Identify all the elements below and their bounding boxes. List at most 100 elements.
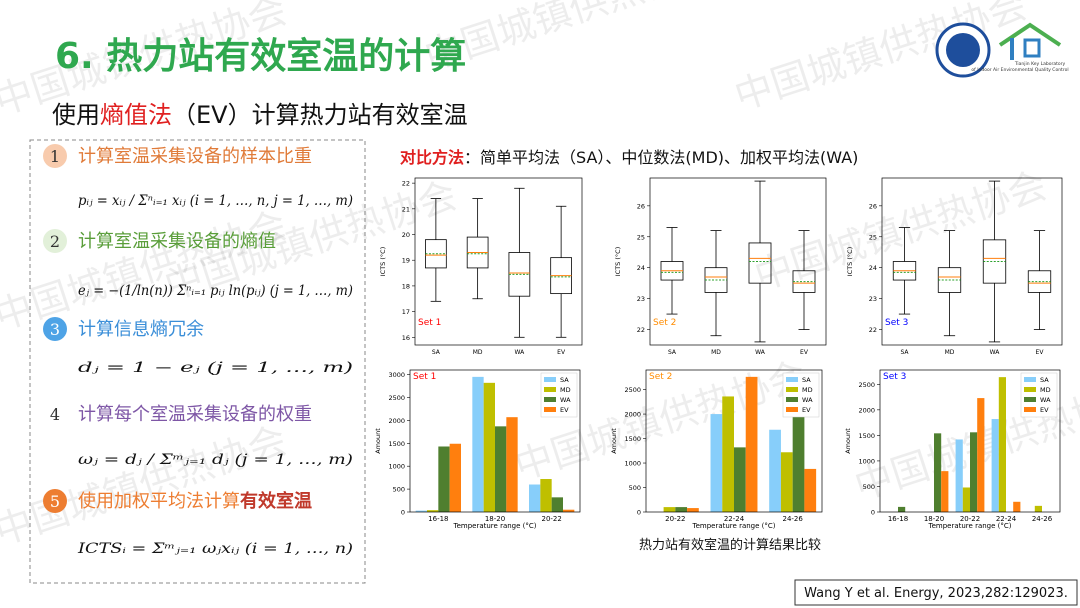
legend-swatch [786,407,798,412]
bar [955,439,963,512]
y-tick-label: 24 [637,264,645,272]
x-tick-label: EV [800,349,809,356]
y-tick-label: 1000 [858,457,875,465]
bar [675,507,688,512]
bar [449,443,461,512]
bar [769,429,781,512]
y-axis-label: Amount [374,428,382,454]
bar [529,484,541,512]
bar [792,409,805,512]
y-tick-label: 2000 [388,417,405,425]
y-tick-label: 25 [869,233,877,241]
x-tick-label: MD [711,349,721,356]
bar [427,510,439,512]
plot-frame [881,177,1063,346]
x-tick-label: WA [990,349,1001,356]
y-tick-label: 1500 [624,435,641,443]
bar [506,417,518,512]
subtitle-highlight: 熵值法 [100,101,172,129]
subtitle-part: （EV）计算热力站有效室温 [172,101,468,129]
x-axis-label: Temperature range (°C) [692,522,776,530]
set-label: Set 3 [885,318,908,328]
x-tick-label: 22-24 [724,515,745,523]
bar [1013,501,1021,512]
y-tick-label: 26 [637,202,645,210]
bar [970,432,978,512]
subtitle: 使用熵值法（EV）计算热力站有效室温 [52,101,468,129]
bar [804,468,817,512]
y-tick-label: 22 [869,326,877,334]
legend-swatch [1024,387,1036,392]
bar [722,396,734,512]
x-tick-label: 22-24 [996,515,1017,523]
y-tick-label: 500 [393,486,405,494]
step-formula: dⱼ = 1 − eⱼ (j = 1, …, m) [78,360,353,376]
legend-label: EV [802,406,811,414]
y-tick-label: 500 [629,484,641,492]
steps-box [29,139,366,584]
y-tick-label: 22 [402,180,410,188]
step-badge [43,402,67,426]
bar [734,447,746,512]
y-tick-label: 2500 [858,381,875,389]
x-tick-label: 20-22 [960,515,980,523]
y-tick-label: 22 [637,326,645,334]
bar [483,382,495,512]
x-tick-label: 18-20 [924,515,944,523]
comparison: 对比方法：简单平均法（SA）、中位数法(MD)、加权平均法(WA) [400,148,858,167]
step-text-part: 计算每个室温采集设备的权重 [78,404,312,425]
y-tick-label: 26 [869,202,877,210]
comparison-label: 对比方法 [400,148,464,167]
citation: Wang Y et al. Energy, 2023,282:129023. [804,586,1068,601]
legend-swatch [544,377,556,382]
step-text: 计算每个室温采集设备的权重 [78,404,312,425]
step-text: 使用加权平均法计算有效室温 [78,490,312,512]
citation-box [794,579,1078,606]
legend-label: SA [802,376,811,384]
step-text-part: 使用加权平均法计算 [78,491,240,512]
legend-swatch [1024,397,1036,402]
legend-label: WA [1040,396,1051,404]
subtitle-part: 使用 [52,101,100,129]
set-label: Set 2 [653,318,676,328]
set-label: Set 3 [883,372,906,382]
caption: 热力站有效室温的计算结果比较 [639,537,821,553]
y-tick-label: 20 [402,231,410,239]
bar [745,376,758,512]
step-number: 2 [50,232,60,251]
y-tick-label: 2500 [388,394,405,402]
step-number: 4 [50,405,60,424]
y-tick-label: 2500 [624,386,641,394]
step-number: 3 [50,320,60,339]
step-badge [43,229,67,253]
bar [472,376,484,512]
y-tick-label: 16 [402,334,410,342]
y-tick-label: 21 [402,205,410,213]
bar [495,426,507,512]
y-tick-label: 18 [402,282,410,290]
x-tick-label: 16-18 [888,515,908,523]
step-text-part: 计算室温采集设备的样本比重 [78,146,312,167]
y-tick-label: 19 [402,257,410,265]
x-tick-label: SA [900,349,909,356]
y-axis-label: Amount [610,428,618,454]
x-tick-label: MD [473,349,483,356]
y-axis-label: ICTS (°C) [614,247,622,276]
step-formula: eⱼ = −(1/ln(n)) Σⁿᵢ₌₁ pᵢⱼ ln(pᵢⱼ) (j = 1… [78,283,353,299]
set-label: Set 2 [649,372,672,382]
legend-swatch [786,387,798,392]
legend-label: SA [560,376,569,384]
legend-label: EV [1040,406,1049,414]
bar [977,398,985,512]
legend-label: WA [560,396,571,404]
bar [1034,505,1042,512]
logo: Tianjin Key Laboratory of Indoor Air Env… [935,22,1069,78]
legend-swatch [1024,407,1036,412]
step-number: 1 [50,147,60,166]
logo-text: of Indoor Air Environmental Quality Cont… [971,67,1068,73]
x-axis-label: Temperature range (°C) [453,522,537,530]
step-formula: pᵢⱼ = xᵢⱼ / Σⁿᵢ₌₁ xᵢⱼ (i = 1, …, n, j = … [78,193,353,209]
logo-mark [1010,38,1014,60]
